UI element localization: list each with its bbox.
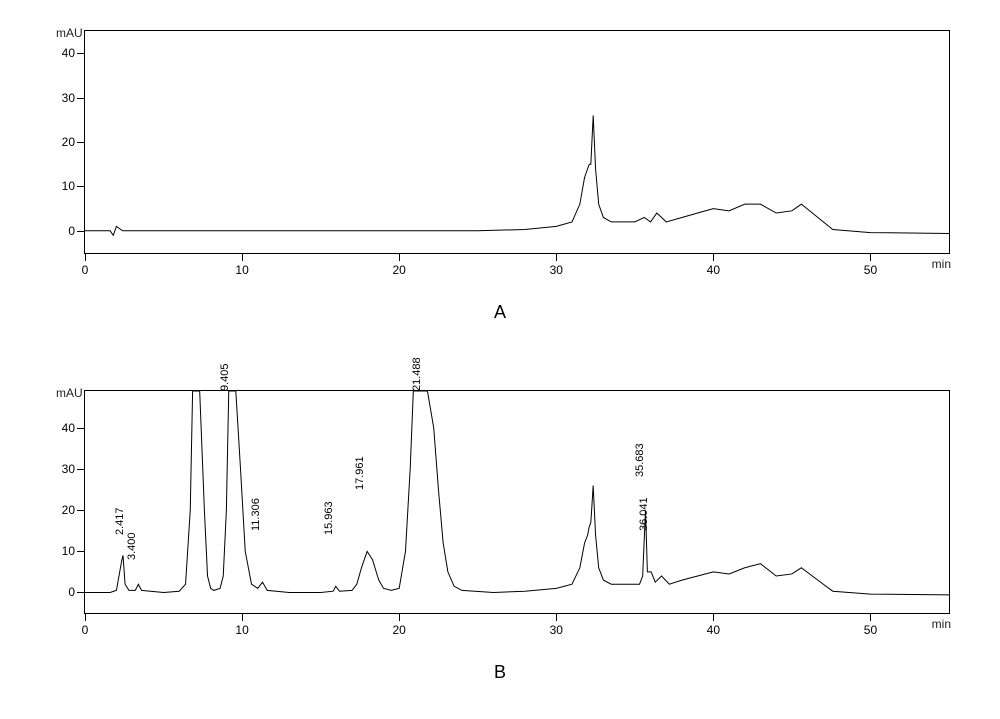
- y-tick: [77, 98, 85, 99]
- x-tick: [713, 613, 714, 621]
- y-tick-label: 30: [49, 462, 75, 476]
- panel-b-y-label: mAU: [56, 386, 83, 400]
- peak-rt-label: 9.405: [219, 363, 231, 391]
- y-tick: [77, 428, 85, 429]
- peak-rt-label: 11.306: [250, 498, 262, 531]
- panel-a-title: A: [494, 302, 506, 323]
- y-tick: [77, 186, 85, 187]
- x-tick: [399, 613, 400, 621]
- y-tick: [77, 469, 85, 470]
- panel-a-trace: [85, 31, 949, 253]
- panel-b: mAU min 01020304001020304050 2.4173.4009…: [40, 370, 970, 650]
- x-tick-label: 50: [864, 263, 877, 277]
- panel-a-plot: min 01020304001020304050: [84, 30, 950, 254]
- x-tick: [556, 253, 557, 261]
- y-tick-label: 0: [49, 585, 75, 599]
- chromatogram-line: [85, 115, 949, 235]
- x-tick-label: 40: [707, 263, 720, 277]
- x-tick-label: 20: [392, 623, 405, 637]
- x-tick: [556, 613, 557, 621]
- x-tick-label: 0: [82, 263, 89, 277]
- peak-rt-label: 21.488: [411, 357, 423, 391]
- y-tick-label: 20: [49, 503, 75, 517]
- panel-b-trace: [85, 391, 949, 613]
- y-tick-label: 20: [49, 135, 75, 149]
- x-tick-label: 50: [864, 623, 877, 637]
- x-tick: [870, 613, 871, 621]
- panel-b-plot: min 01020304001020304050 2.4173.4009.405…: [84, 390, 950, 614]
- peak-rt-label: 17.961: [354, 456, 366, 490]
- peak-rt-label: 15.963: [323, 501, 335, 535]
- peak-rt-label: 36.041: [638, 497, 650, 531]
- y-tick: [77, 510, 85, 511]
- x-tick-label: 0: [82, 623, 89, 637]
- y-tick-label: 0: [49, 224, 75, 238]
- x-tick: [399, 253, 400, 261]
- y-tick: [77, 231, 85, 232]
- x-tick-label: 20: [392, 263, 405, 277]
- peak-rt-label: 3.400: [126, 532, 138, 560]
- x-tick-label: 10: [235, 623, 248, 637]
- chromatogram-figure: mAU min 01020304001020304050 A mAU min 0…: [0, 0, 1000, 719]
- y-tick-label: 10: [49, 544, 75, 558]
- y-tick-label: 10: [49, 179, 75, 193]
- x-tick: [713, 253, 714, 261]
- x-tick-label: 30: [550, 263, 563, 277]
- y-tick-label: 30: [49, 91, 75, 105]
- y-tick: [77, 551, 85, 552]
- peak-rt-label: 35.683: [634, 444, 646, 478]
- panel-a-y-label: mAU: [56, 26, 83, 40]
- y-tick: [77, 142, 85, 143]
- x-tick: [85, 613, 86, 621]
- panel-a: mAU min 01020304001020304050: [40, 10, 970, 290]
- y-tick: [77, 592, 85, 593]
- x-tick-label: 40: [707, 623, 720, 637]
- x-tick: [85, 253, 86, 261]
- panel-b-title: B: [494, 662, 506, 683]
- y-tick-label: 40: [49, 421, 75, 435]
- x-tick: [870, 253, 871, 261]
- chromatogram-line: [85, 391, 949, 595]
- panel-a-x-label: min: [932, 257, 951, 271]
- y-tick-label: 40: [49, 46, 75, 60]
- x-tick: [242, 253, 243, 261]
- x-tick-label: 10: [235, 263, 248, 277]
- y-tick: [77, 53, 85, 54]
- x-tick-label: 30: [550, 623, 563, 637]
- panel-b-x-label: min: [932, 617, 951, 631]
- x-tick: [242, 613, 243, 621]
- peak-rt-label: 2.417: [114, 507, 126, 535]
